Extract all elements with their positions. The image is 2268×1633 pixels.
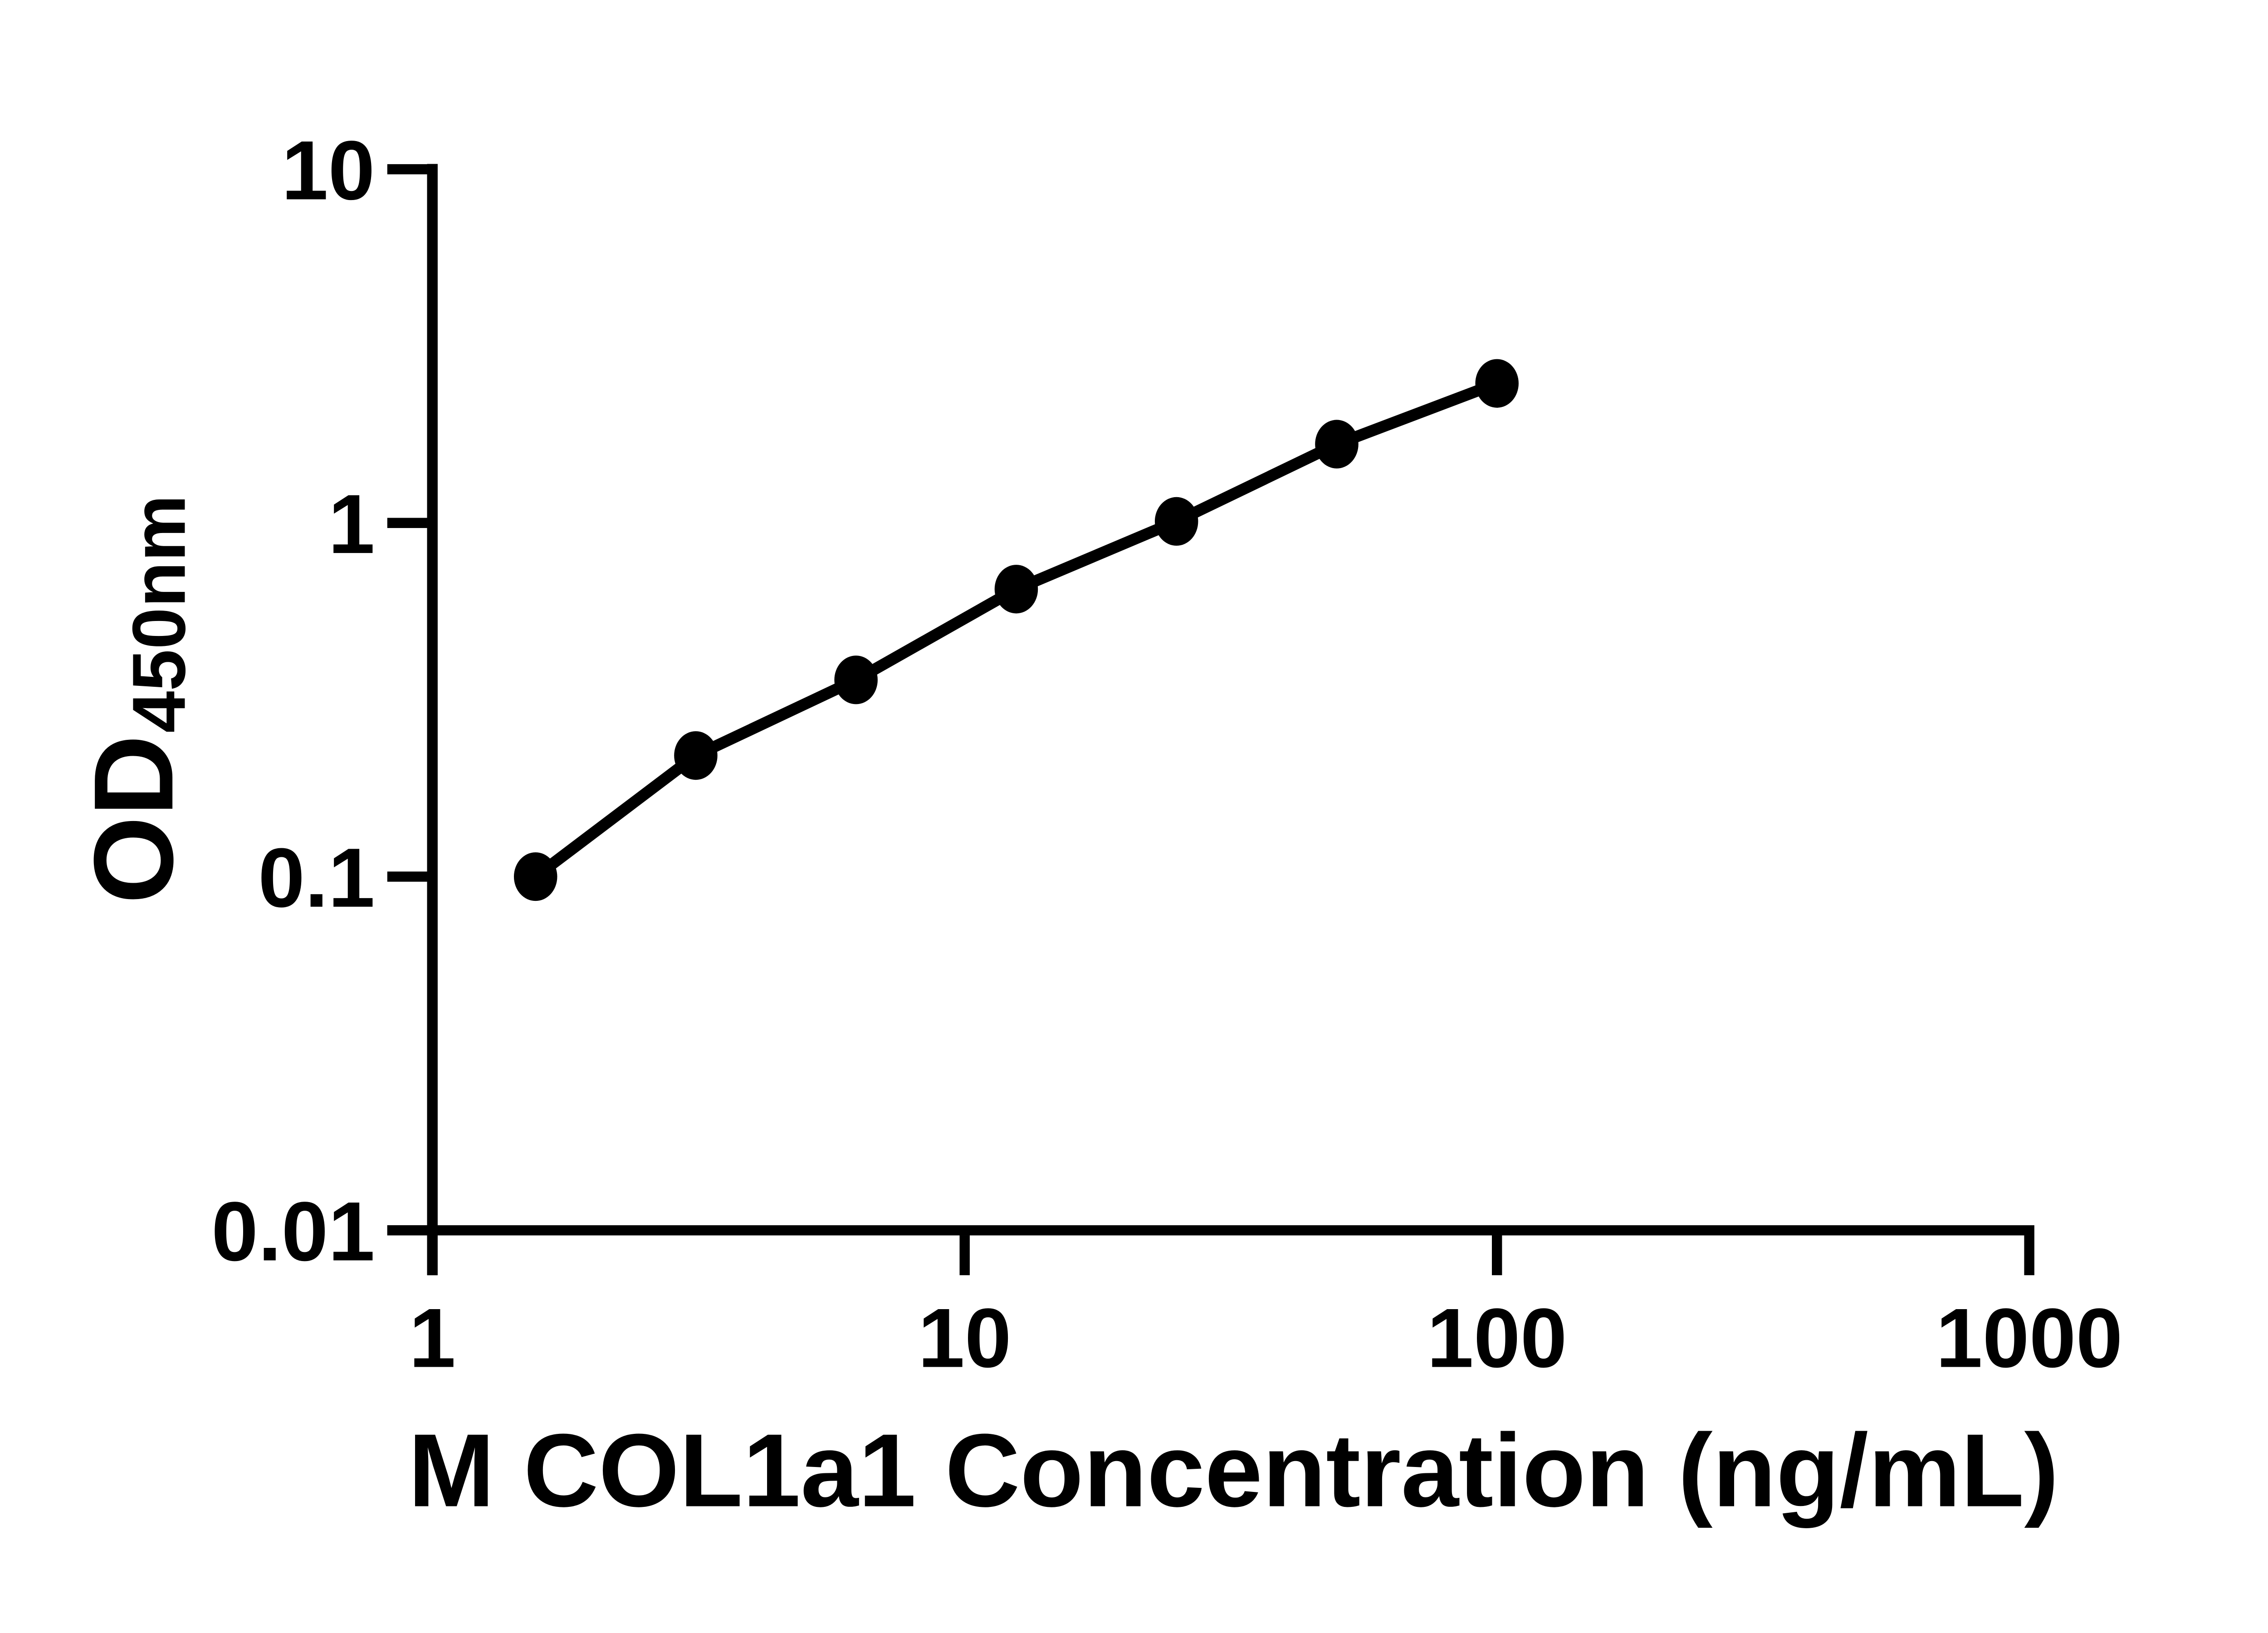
data-point-100 bbox=[1475, 359, 1519, 408]
x-tick-100 bbox=[1491, 1235, 1502, 1276]
y-axis-title: OD 450nm bbox=[70, 495, 201, 904]
y-tick-0.01 bbox=[387, 1225, 427, 1236]
data-point-1.5625 bbox=[513, 852, 557, 901]
y-tick-10 bbox=[387, 164, 427, 175]
y-axis-title-subscript: 450nm bbox=[117, 495, 201, 733]
y-tick-label-1: 1 bbox=[328, 477, 375, 571]
y-tick-label-0.1: 0.1 bbox=[258, 831, 375, 925]
x-tick-label-10: 10 bbox=[918, 1291, 1012, 1385]
x-tick-1 bbox=[427, 1235, 438, 1276]
data-point-6.25 bbox=[834, 655, 878, 704]
y-axis-line bbox=[427, 164, 438, 1276]
tick-labels-group: 1 10 100 1000 10 1 0.1 0.01 bbox=[211, 123, 2123, 1385]
y-tick-label-0.01: 0.01 bbox=[211, 1185, 375, 1279]
x-tick-1000 bbox=[2024, 1235, 2034, 1276]
data-point-3.125 bbox=[674, 731, 718, 780]
data-point-12.5 bbox=[994, 565, 1038, 614]
ticks-group bbox=[387, 164, 2034, 1276]
axes-group bbox=[387, 164, 2034, 1276]
x-tick-label-1: 1 bbox=[409, 1291, 456, 1385]
y-tick-1 bbox=[387, 518, 427, 528]
x-axis-line bbox=[387, 1225, 2034, 1236]
x-tick-label-1000: 1000 bbox=[1936, 1291, 2123, 1385]
x-axis-title: M COL1a1 Concentration (ng/mL) bbox=[408, 1412, 2059, 1528]
data-point-25 bbox=[1154, 497, 1198, 546]
x-tick-label-100: 100 bbox=[1427, 1291, 1567, 1385]
y-tick-label-10: 10 bbox=[282, 123, 375, 217]
y-axis-title-main: OD bbox=[70, 735, 196, 904]
figure-background bbox=[0, 20, 2268, 1613]
data-points-group bbox=[513, 359, 1519, 901]
x-tick-10 bbox=[959, 1235, 970, 1276]
data-point-50 bbox=[1315, 420, 1359, 469]
y-tick-0.1 bbox=[387, 871, 427, 882]
